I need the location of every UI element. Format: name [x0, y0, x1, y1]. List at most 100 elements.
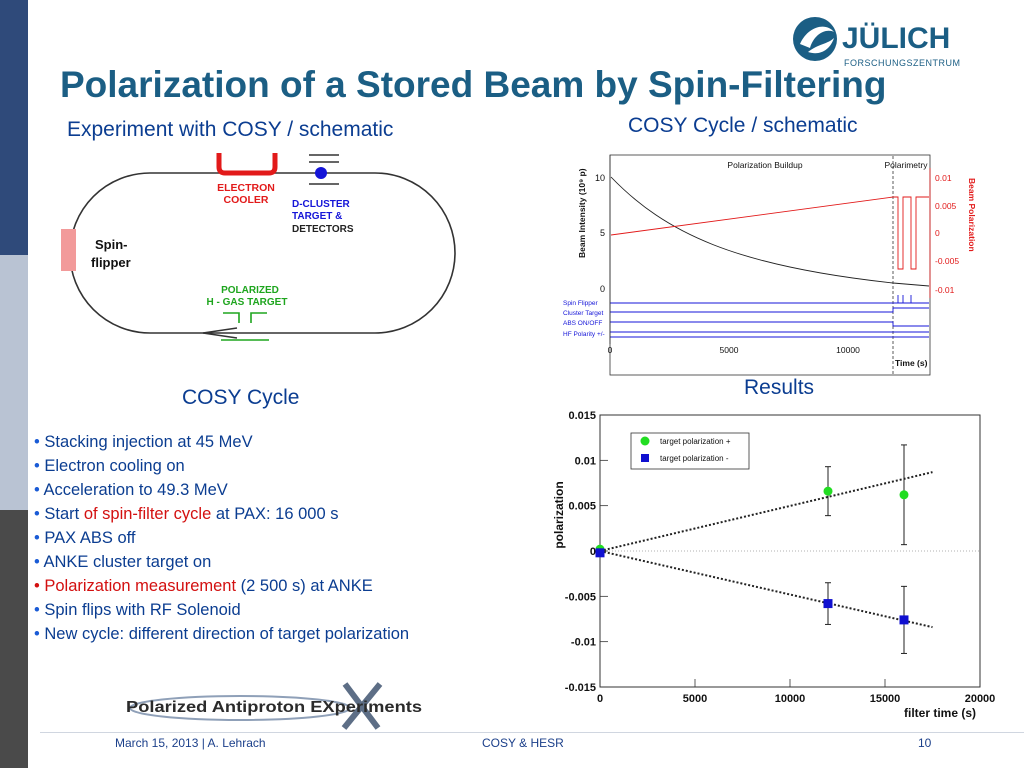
- signal-abs: ABS ON/OFF: [563, 320, 602, 327]
- cycle-ylabel-right: Beam Polarization: [967, 178, 977, 252]
- bullet-icon: •: [34, 481, 44, 499]
- bullet-icon: •: [34, 553, 44, 571]
- cycle-bullet-item: • Acceleration to 49.3 MeV: [34, 478, 409, 502]
- bullet-icon: •: [34, 577, 45, 595]
- footer-author: A. Lehrach: [207, 736, 266, 750]
- footer-rule: [40, 732, 1024, 733]
- cycle-left-tick-0: 0: [600, 284, 605, 294]
- bullet-icon: •: [34, 433, 45, 451]
- cycle-left-tick-5: 5: [600, 228, 605, 238]
- cycle-bullet-item: • ANKE cluster target on: [34, 550, 409, 574]
- fit-line: [599, 550, 933, 629]
- cycle-left-tick-10: 10: [595, 173, 605, 183]
- cycle-right-tick-3: 0: [935, 228, 940, 238]
- results-chart: polarization filter time (s) 0.015 0.01 0.…: [552, 410, 996, 720]
- sidebar-separator: [28, 0, 30, 768]
- y-tick-label: 0.01: [575, 455, 596, 467]
- bullet-text: Acceleration to 49.3 MeV: [43, 481, 228, 499]
- bullet-text: Spin flips with RF Solenoid: [44, 601, 241, 619]
- cycle-right-axis: 0.01 0.005 0 -0.005 -0.01: [935, 173, 959, 295]
- cycle-right-tick-5: -0.01: [935, 285, 955, 295]
- data-point-minus: [823, 599, 833, 609]
- bullet-icon: •: [34, 529, 45, 547]
- data-point-minus: [899, 615, 909, 625]
- footer-separator: |: [201, 736, 205, 750]
- spin-flipper-label-2: flipper: [91, 255, 131, 270]
- cycle-left-axis: 10 5 0: [595, 173, 605, 294]
- logo-name: JÜLICH: [842, 22, 951, 55]
- schematic-heading: Experiment with COSY / schematic: [67, 118, 394, 141]
- cycle-bullet-item: • PAX ABS off: [34, 526, 409, 550]
- bullet-icon: •: [34, 601, 45, 619]
- y-tick-label: 0.015: [568, 410, 596, 422]
- x-tick-label: 0: [597, 693, 603, 705]
- legend-plus-label: target polarization +: [660, 437, 731, 446]
- footer-left: March 15, 2013 | A. Lehrach: [115, 736, 266, 750]
- cycle-bullet-item: • Stacking injection at 45 MeV: [34, 430, 409, 454]
- spin-flipper-label-1: Spin-: [95, 237, 128, 252]
- signal-cluster-target: Cluster Target: [563, 310, 604, 317]
- y-tick-label: -0.01: [571, 637, 596, 649]
- cluster-target-icon: [315, 167, 327, 179]
- gas-target-cell-right: [250, 312, 267, 323]
- cycle-ylabel-left: Beam Intensity (10⁹ p): [577, 168, 587, 258]
- data-point-minus: [595, 548, 605, 558]
- y-tick-label: -0.015: [565, 682, 596, 694]
- cycle-x-axis: 0 5000 10000: [608, 345, 860, 355]
- sidebar-light: [0, 255, 28, 510]
- cluster-target-label-3: DETECTORS: [292, 224, 354, 235]
- results-legend: [630, 432, 750, 470]
- cycle-bullet-item: • Electron cooling on: [34, 454, 409, 478]
- cosy-ring-schematic: ELECTRON COOLER D-CLUSTER TARGET & DETEC…: [61, 153, 456, 341]
- pax-logo: Polarized Antiproton EXperiments: [126, 682, 422, 730]
- cycle-signal-lines: [610, 295, 929, 338]
- bullet-highlight: of spin-filter cycle: [83, 505, 212, 523]
- results-heading: Results: [744, 376, 815, 399]
- cycle-right-tick-1: 0.01: [935, 173, 952, 183]
- x-tick-label: 10000: [775, 693, 806, 705]
- spin-flipper-icon: [61, 229, 76, 271]
- results-ylabel: polarization: [552, 481, 566, 548]
- bullet-text: New cycle: different direction of target…: [44, 625, 410, 643]
- cycle-bullet-item: • New cycle: different direction of targ…: [34, 622, 409, 646]
- bullet-icon: •: [34, 625, 45, 643]
- pax-logo-swoosh: [129, 695, 351, 721]
- page-number: 10: [918, 736, 932, 750]
- julich-logo: JÜLICH FORSCHUNGSZENTRUM: [790, 14, 960, 74]
- legend-minus-label: target polarization -: [660, 454, 729, 463]
- cycle-right-tick-2: 0.005: [935, 201, 957, 211]
- bullet-text: PAX ABS off: [44, 529, 136, 547]
- bullet-text: Stacking injection at 45 MeV: [44, 433, 253, 451]
- results-xlabel: filter time (s): [904, 706, 976, 720]
- phase-buildup-label: Polarization Buildup: [727, 160, 802, 170]
- data-point-plus: [823, 486, 833, 496]
- storage-ring: [69, 172, 456, 334]
- cycle-bullet-item: • Spin flips with RF Solenoid: [34, 598, 409, 622]
- legend-plus-marker: [640, 436, 650, 446]
- gas-target-label-2: H - GAS TARGET: [207, 297, 288, 308]
- bullet-text-after: (2 500 s) at ANKE: [236, 577, 373, 595]
- y-tick-label: -0.005: [565, 591, 596, 603]
- bullet-text: Electron cooling on: [44, 457, 185, 475]
- slide-title: Polarization of a Stored Beam by Spin-Fi…: [60, 64, 887, 105]
- y-tick-label: 0: [590, 546, 596, 558]
- gas-target-label-1: POLARIZED: [221, 285, 279, 296]
- beam-direction-arrow: [202, 327, 238, 339]
- cosy-cycle-schematic-chart: 10 5 0 Beam Intensity (10⁹ p) 0.01 0.005…: [563, 154, 977, 376]
- cycle-right-tick-4: -0.005: [935, 256, 959, 266]
- pax-logo-x-accent: [341, 682, 383, 730]
- legend-minus-marker: [641, 454, 649, 462]
- sidebar-dark-top: [0, 0, 28, 255]
- cycle-bullet-item: • Start of spin-filter cycle at PAX: 16 …: [34, 502, 409, 526]
- cycle-x-tick-5000: 5000: [720, 345, 739, 355]
- cycle-xlabel: Time (s): [895, 358, 928, 368]
- cycle-signal-rows: Spin Flipper Cluster Target ABS ON/OFF H…: [563, 300, 605, 338]
- pax-logo-text: Polarized Antiproton EXperiments: [126, 699, 422, 716]
- bullet-text: ANKE cluster target on: [43, 553, 212, 571]
- cycle-plot-frame: [609, 154, 931, 376]
- bullet-text: Start: [44, 505, 84, 523]
- signal-spin-flipper: Spin Flipper: [563, 300, 599, 307]
- electron-cooler-icon: [216, 153, 278, 176]
- signal-hf-polarity: HF Polarity +/-: [563, 331, 605, 338]
